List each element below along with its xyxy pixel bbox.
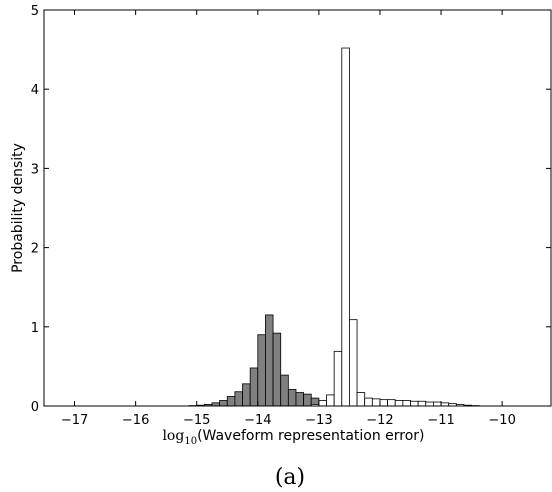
figure-caption: (a) <box>275 465 305 490</box>
gray-bar <box>287 388 297 407</box>
white-bar <box>433 401 442 407</box>
gray-bar <box>257 334 266 407</box>
white-bar <box>402 400 411 407</box>
x-axis-label: log10(Waveform representation error) <box>162 428 424 447</box>
axis-ticks: −17 −16 −15 −14 −13 −12 −11 −10 0 1 2 3 4 5 <box>31 4 551 428</box>
y-tick-label: 0 <box>31 400 39 415</box>
white-bar <box>410 400 419 407</box>
gray-bar <box>226 396 236 407</box>
gray-bar <box>303 393 312 407</box>
x-tick-label: −17 <box>61 413 88 428</box>
white-bar <box>349 319 358 407</box>
y-tick-label: 5 <box>31 4 39 19</box>
white-bar <box>341 47 350 407</box>
x-tick-label: −11 <box>427 413 454 428</box>
white-bar <box>326 394 335 407</box>
white-bar <box>379 399 388 407</box>
white-bar <box>387 399 396 407</box>
x-tick-label: −13 <box>305 413 332 428</box>
y-axis-label: Probability density <box>10 143 26 273</box>
x-tick-label: −14 <box>244 413 271 428</box>
gray-bar <box>249 367 259 407</box>
x-axis-label-subscript: 10 <box>184 436 197 447</box>
gray-bar <box>265 314 274 407</box>
white-bar <box>364 397 373 407</box>
gray-bar <box>280 374 289 407</box>
x-axis-label-log: log <box>162 428 184 444</box>
white-series <box>310 47 480 407</box>
white-bar <box>425 401 434 407</box>
gray-bar <box>219 400 228 407</box>
white-bar <box>417 400 427 407</box>
gray-bar <box>272 332 282 407</box>
x-tick-label: −10 <box>488 413 515 428</box>
plot-frame <box>43 9 552 407</box>
y-tick-label: 4 <box>31 83 39 98</box>
x-tick-label: −16 <box>122 413 149 428</box>
gray-bar <box>295 392 305 407</box>
x-axis-label-text: (Waveform representation error) <box>197 428 424 444</box>
white-bar <box>371 398 381 407</box>
gray-bar <box>242 383 251 407</box>
white-bar <box>356 392 366 407</box>
white-bar <box>333 350 343 407</box>
x-tick-label: −15 <box>183 413 210 428</box>
y-tick-label: 1 <box>31 321 39 336</box>
y-tick-label: 3 <box>31 162 39 177</box>
white-bar <box>394 400 404 407</box>
x-tick-label: −12 <box>366 413 393 428</box>
gray-bar <box>234 391 243 407</box>
gray-series <box>188 314 335 407</box>
y-tick-label: 2 <box>31 242 39 257</box>
white-bar <box>318 400 327 407</box>
